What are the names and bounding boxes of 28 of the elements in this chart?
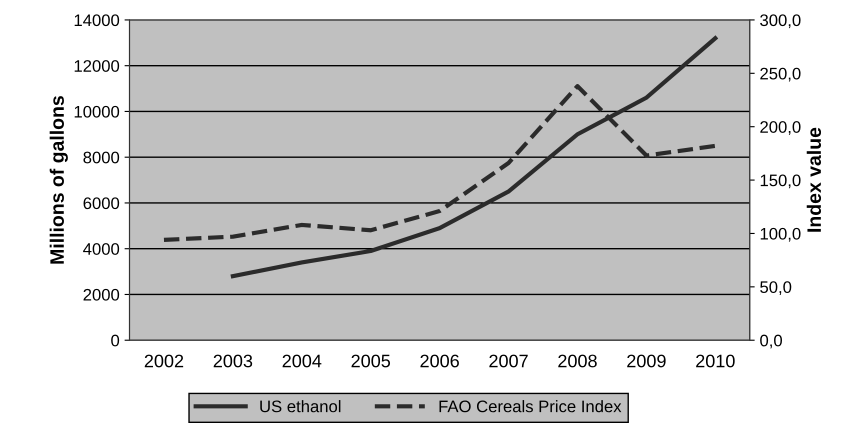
- y-tick-label: 4000: [83, 243, 120, 255]
- legend-label: FAO Cereals Price Index: [440, 400, 622, 412]
- x-tick-label: 2008: [558, 354, 597, 368]
- x-tick-label: 2003: [214, 354, 252, 368]
- y-axis-title: Millions of gallons: [50, 96, 68, 264]
- y-tick-label: 2000: [84, 288, 120, 301]
- y-tick-label: 8000: [83, 152, 120, 164]
- x-tick-label: 2007: [489, 354, 528, 368]
- y2-tick-label: 300,0: [760, 14, 801, 28]
- y-tick-label: 12000: [74, 60, 120, 72]
- y2-tick-label: 0,0: [760, 334, 782, 348]
- y2-axis-title: Index value: [806, 128, 822, 232]
- legend-label: US ethanol: [260, 400, 340, 412]
- y2-tick-label: 200,0: [760, 121, 801, 135]
- x-tick-label: 2002: [144, 354, 184, 368]
- x-tick-label: 2006: [420, 354, 459, 368]
- x-tick-label: 2010: [696, 354, 735, 368]
- x-tick-label: 2005: [352, 354, 390, 368]
- y-tick-label: 14000: [74, 14, 120, 26]
- y2-tick-label: 50,0: [760, 281, 792, 296]
- y2-tick-label: 100,0: [760, 228, 801, 242]
- y-tick-label: 10000: [74, 106, 120, 118]
- y2-tick-label: 150,0: [760, 174, 801, 188]
- y-tick-label: 6000: [84, 197, 120, 210]
- y2-tick-label: 250,0: [760, 68, 801, 82]
- x-tick-label: 2009: [627, 354, 666, 368]
- y-tick-label: 0: [111, 334, 120, 346]
- x-tick-label: 2004: [282, 354, 322, 368]
